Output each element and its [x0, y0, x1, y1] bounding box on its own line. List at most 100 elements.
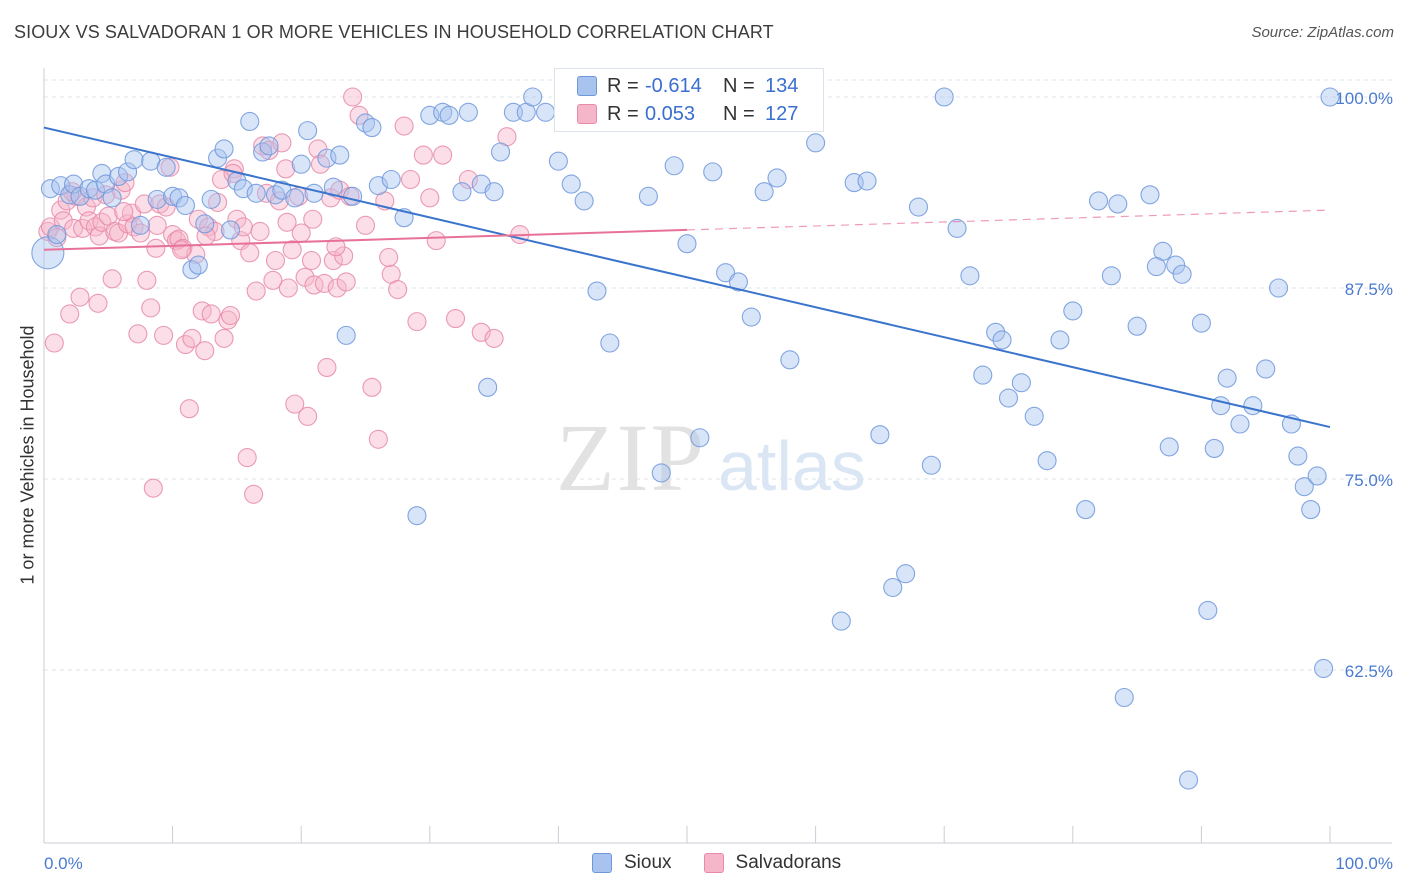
sioux-n-label: N =	[723, 74, 755, 97]
salvadorans-point	[237, 448, 257, 468]
salvadorans-point	[426, 231, 446, 251]
sioux-point	[947, 218, 967, 238]
salvadorans-point	[413, 145, 433, 165]
sioux-point	[664, 156, 684, 176]
legend-row-salvadorans: R = 0.053 N = 127	[577, 101, 798, 127]
sioux-point	[1037, 451, 1057, 471]
sioux-point	[1101, 266, 1121, 286]
sioux-point	[169, 188, 189, 208]
sioux-point	[908, 197, 929, 217]
y-tick-label: 62.5%	[1345, 662, 1393, 681]
sioux-point	[677, 234, 697, 254]
salvadorans-point	[220, 305, 241, 326]
sioux-point	[452, 182, 472, 202]
salvadorans-point	[211, 169, 232, 190]
sioux-point	[484, 182, 504, 202]
sioux-point	[561, 174, 581, 194]
salvadorans-point	[246, 281, 266, 301]
sioux-point	[883, 577, 903, 598]
salvadorans-point	[336, 272, 356, 292]
salvadorans-point	[349, 105, 369, 125]
sioux-point	[1269, 278, 1289, 298]
salvadorans-point	[407, 312, 427, 332]
sioux-point	[1172, 264, 1192, 284]
salvadorans-point	[388, 279, 408, 300]
sioux-point	[304, 183, 324, 203]
sioux-point	[240, 111, 260, 131]
salvadorans-swatch	[577, 104, 597, 124]
sioux-point	[118, 162, 138, 182]
sioux-r-label: R =	[607, 74, 639, 97]
sioux-point	[1301, 500, 1321, 520]
salvadorans-point	[326, 237, 346, 257]
salvadorans-point	[433, 145, 453, 165]
sioux-point	[195, 214, 215, 234]
sioux-point	[1024, 406, 1044, 426]
sioux-point	[381, 169, 401, 190]
sioux-point	[1217, 368, 1237, 388]
sioux-point	[535, 102, 556, 122]
sioux-point	[703, 162, 723, 182]
salvadorans-point	[227, 209, 247, 229]
salvadorans-point	[301, 250, 322, 271]
sioux-point	[523, 87, 543, 107]
salvadorans-r-label: R =	[607, 102, 639, 125]
sioux-point	[147, 189, 167, 209]
sioux-point	[156, 157, 176, 177]
sioux-point	[896, 564, 916, 584]
sioux-point	[102, 188, 122, 208]
sioux-point	[728, 272, 748, 292]
sioux-point	[716, 263, 736, 283]
sioux-point	[806, 133, 826, 153]
y-axis-label: 1 or more Vehicles in Household	[17, 325, 38, 585]
sioux-point	[407, 506, 427, 526]
series-legend: Sioux Salvadorans	[592, 852, 873, 874]
salvadorans-point	[240, 243, 260, 263]
x-tick-label-min: 0.0%	[44, 854, 83, 873]
salvadorans-point	[282, 240, 302, 260]
salvadorans-point	[137, 270, 157, 290]
sioux-point	[1204, 438, 1224, 458]
sioux-point	[259, 136, 279, 156]
salvadorans-point	[368, 429, 388, 449]
sioux-point	[1307, 466, 1327, 486]
sioux-point	[60, 185, 80, 205]
sioux-point	[1159, 437, 1179, 457]
sioux-point	[163, 186, 183, 206]
sioux-n-value: 134	[765, 74, 799, 97]
salvadorans-point	[445, 309, 466, 329]
salvadorans-point	[263, 270, 283, 290]
y-tick-label: 75.0%	[1345, 471, 1393, 490]
sioux-point	[298, 121, 318, 141]
salvadorans-point	[285, 394, 305, 414]
sioux-point	[478, 377, 498, 397]
watermark-atlas: atlas	[718, 427, 866, 505]
salvadorans-point	[214, 328, 234, 348]
salvadorans-trend-line	[43, 228, 688, 251]
sioux-point	[214, 139, 234, 159]
sioux-point	[285, 188, 305, 208]
legend-item-salvadorans[interactable]: Salvadorans	[703, 852, 842, 874]
salvadorans-point	[134, 194, 154, 214]
sioux-point	[124, 150, 144, 170]
salvadorans-point	[303, 209, 323, 229]
salvadorans-point	[195, 341, 215, 361]
salvadorans-point	[355, 215, 376, 235]
legend-item-sioux[interactable]: Sioux	[592, 852, 672, 874]
sioux-point	[1127, 316, 1147, 336]
sioux-point	[1108, 194, 1128, 214]
sioux-point	[741, 307, 761, 327]
legend-row-sioux: R = -0.614 N = 134	[577, 73, 798, 99]
sioux-point	[638, 186, 658, 206]
sioux-legend-label: Sioux	[624, 852, 672, 873]
salvadorans-point	[179, 399, 199, 419]
salvadorans-point	[141, 298, 161, 318]
sioux-point	[458, 102, 478, 122]
sioux-point	[998, 388, 1019, 408]
watermark-zip: ZIP	[556, 404, 706, 511]
salvadorans-point	[265, 250, 286, 271]
sioux-point	[291, 154, 311, 174]
salvadorans-legend-label: Salvadorans	[735, 852, 842, 873]
salvadorans-point	[102, 269, 122, 289]
